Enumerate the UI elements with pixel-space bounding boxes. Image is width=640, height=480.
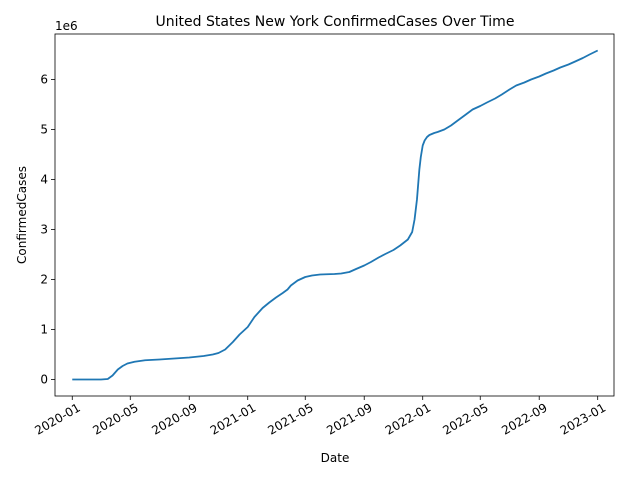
y-tick-label: 0 xyxy=(40,373,48,387)
y-tick-label: 5 xyxy=(40,123,48,137)
x-axis-label: Date xyxy=(321,451,350,465)
y-axis: 0 1 2 3 4 5 6 xyxy=(40,73,55,387)
y-offset-label: 1e6 xyxy=(55,19,78,33)
y-tick-label: 3 xyxy=(40,223,48,237)
y-tick-label: 2 xyxy=(40,273,48,287)
plot-area xyxy=(72,49,599,381)
chart-title: United States New York ConfirmedCases Ov… xyxy=(156,14,515,30)
y-axis-label: ConfirmedCases xyxy=(15,166,29,264)
y-tick-label: 1 xyxy=(40,323,48,337)
y-tick-label: 4 xyxy=(40,173,48,187)
series-line-0 xyxy=(72,49,599,381)
axes-frame xyxy=(54,33,615,397)
y-tick-label: 6 xyxy=(40,73,48,87)
